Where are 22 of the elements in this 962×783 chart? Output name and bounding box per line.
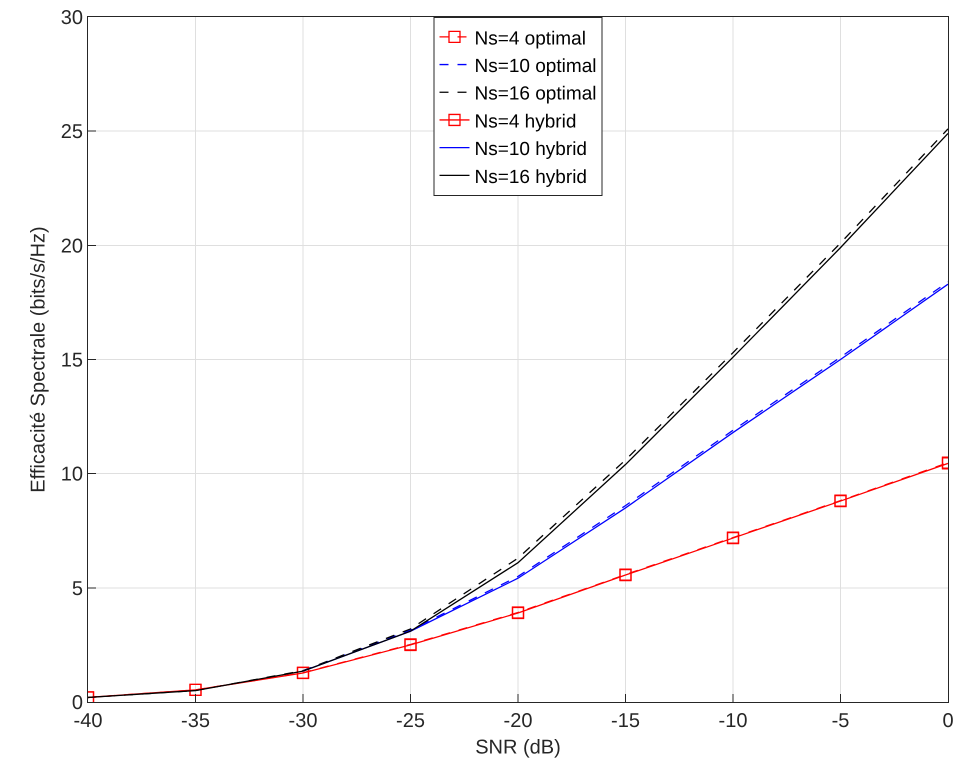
- x-tick-label: 0: [942, 710, 954, 732]
- x-tick-label: -35: [181, 710, 210, 732]
- legend-label: Ns=16 optimal: [474, 84, 596, 105]
- x-tick-label: -5: [832, 710, 850, 732]
- x-tick-label: -20: [504, 710, 532, 732]
- y-tick-label: 15: [60, 350, 83, 372]
- x-tick-label: -10: [718, 710, 748, 732]
- legend-label: Ns=10 optimal: [474, 56, 596, 77]
- y-tick-label: 10: [60, 464, 83, 486]
- x-tick-label: -30: [288, 710, 318, 732]
- y-tick-label: 30: [60, 7, 83, 29]
- legend-label: Ns=10 hybrid: [474, 139, 587, 160]
- x-tick-label: -15: [611, 710, 640, 732]
- x-axis-title: SNR (dB): [475, 736, 561, 758]
- legend-label: Ns=4 optimal: [474, 28, 586, 50]
- y-axis-title: Efficacité Spectrale (bits/s/Hz): [27, 226, 50, 493]
- x-tick-label: -25: [396, 710, 425, 732]
- legend-label: Ns=4 hybrid: [474, 111, 576, 132]
- legend-label: Ns=16 hybrid: [474, 166, 587, 188]
- y-tick-label: 20: [60, 235, 83, 258]
- y-tick-label: 25: [60, 121, 83, 144]
- y-tick-label: 5: [72, 578, 83, 600]
